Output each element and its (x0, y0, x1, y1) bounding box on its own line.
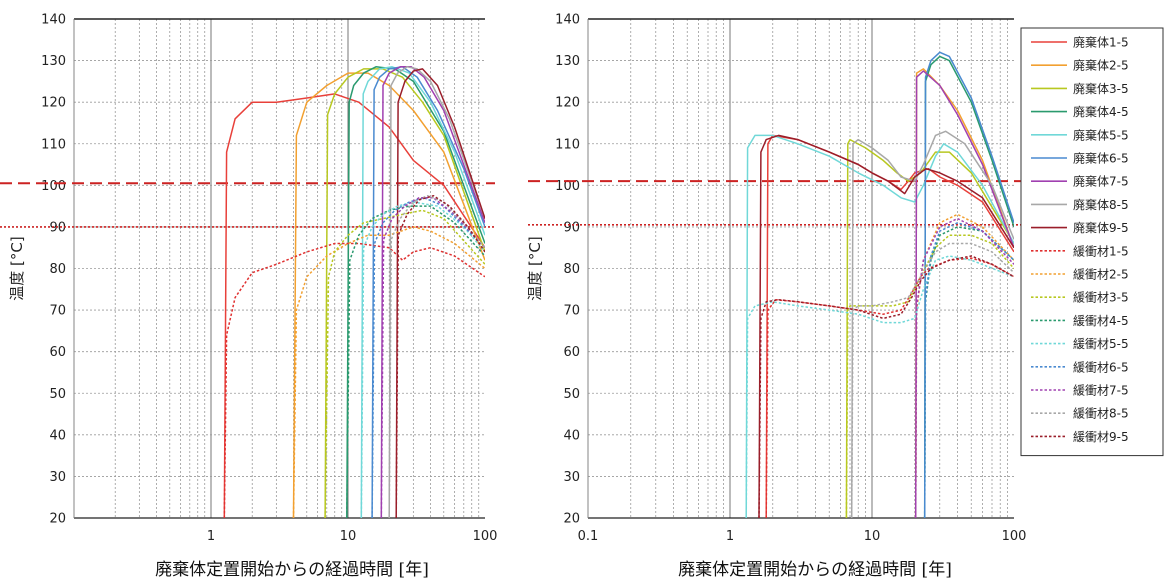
series-line (223, 93, 485, 518)
series-line (923, 55, 1014, 518)
legend-label: 緩衝材3-5 (1073, 291, 1129, 305)
x-axis-label: 廃棄体定置開始からの経過時間 [年] (155, 560, 429, 580)
y-tick-label: 120 (555, 96, 580, 111)
legend-box (1020, 27, 1164, 457)
y-tick-label: 60 (563, 345, 580, 360)
series-line (360, 201, 485, 518)
y-tick-label: 20 (563, 512, 580, 527)
legend-label: 緩衝材2-5 (1073, 268, 1129, 282)
legend-label: 廃棄体4-5 (1073, 104, 1129, 119)
y-tick-label: 80 (49, 262, 66, 277)
y-tick-label: 70 (49, 304, 66, 319)
legend-label: 廃棄体9-5 (1073, 220, 1129, 235)
legend-label: 廃棄体7-5 (1073, 174, 1129, 189)
y-tick-label: 130 (555, 54, 580, 69)
x-axis-label: 廃棄体定置開始からの経過時間 [年] (678, 560, 952, 580)
series-line (380, 66, 485, 518)
legend-label: 緩衝材5-5 (1073, 337, 1129, 351)
y-tick-label: 60 (49, 345, 66, 360)
series-line (324, 209, 485, 518)
legend-label: 緩衝材1-5 (1073, 244, 1129, 258)
y-tick-label: 100 (555, 179, 580, 194)
series-line (346, 66, 485, 518)
legend-label: 廃棄体6-5 (1073, 151, 1129, 166)
y-tick-label: 70 (563, 304, 580, 319)
legend: 廃棄体1-5 廃棄体2-5 廃棄体3-5 廃棄体4-5 廃棄体5-5 廃棄体6-5 廃棄体7… (1020, 27, 1164, 457)
x-tick-label: 100 (1002, 529, 1027, 544)
y-tick-label: 130 (41, 54, 66, 69)
y-tick-label: 110 (555, 137, 580, 152)
series-line (223, 242, 485, 518)
legend-label: 廃棄体1-5 (1073, 35, 1129, 50)
x-tick-label: 100 (473, 529, 498, 544)
x-tick-label: 10 (864, 529, 881, 544)
y-axis-label: 温度 [°C] (8, 236, 26, 300)
y-tick-label: 30 (49, 470, 66, 485)
series-line (395, 68, 485, 518)
x-tick-label: 1 (726, 529, 734, 544)
y-tick-label: 50 (563, 387, 580, 402)
legend-label: 緩衝材9-5 (1073, 430, 1129, 444)
series-line (845, 234, 1014, 518)
legend-label: 廃棄体8-5 (1073, 197, 1129, 212)
series-line (758, 134, 1014, 518)
series-line (388, 66, 485, 518)
series-line (745, 134, 1014, 518)
series-line (292, 226, 485, 518)
series-line (765, 257, 1014, 518)
series-line (292, 72, 485, 518)
series-layer (223, 66, 485, 518)
series-line (850, 242, 1014, 518)
x-tick-label: 10 (340, 529, 357, 544)
y-tick-label: 100 (41, 179, 66, 194)
x-tick-label: 0.1 (578, 529, 599, 544)
legend-label: 緩衝材6-5 (1073, 360, 1129, 374)
legend-label: 廃棄体2-5 (1073, 58, 1129, 73)
y-tick-label: 110 (41, 137, 66, 152)
x-tick-label: 1 (207, 529, 215, 544)
legend-label: 廃棄体5-5 (1073, 127, 1129, 142)
series-line (914, 70, 1014, 518)
y-tick-label: 20 (49, 512, 66, 527)
series-line (850, 130, 1014, 518)
legend-label: 廃棄体3-5 (1073, 81, 1129, 96)
series-line (360, 66, 485, 518)
y-tick-label: 90 (563, 220, 580, 235)
y-tick-label: 80 (563, 262, 580, 277)
y-tick-label: 90 (49, 220, 66, 235)
y-tick-label: 50 (49, 387, 66, 402)
legend-label: 緩衝材4-5 (1073, 314, 1129, 328)
y-axis-label: 温度 [°C] (526, 236, 544, 300)
legend-label: 緩衝材7-5 (1073, 384, 1129, 398)
y-tick-label: 40 (563, 428, 580, 443)
y-tick-label: 140 (41, 13, 66, 28)
y-tick-label: 30 (563, 470, 580, 485)
series-layer (745, 51, 1014, 518)
y-tick-label: 140 (555, 13, 580, 28)
legend-label: 緩衝材8-5 (1073, 407, 1129, 421)
y-tick-label: 40 (49, 428, 66, 443)
y-tick-label: 120 (41, 96, 66, 111)
series-line (914, 217, 1014, 518)
